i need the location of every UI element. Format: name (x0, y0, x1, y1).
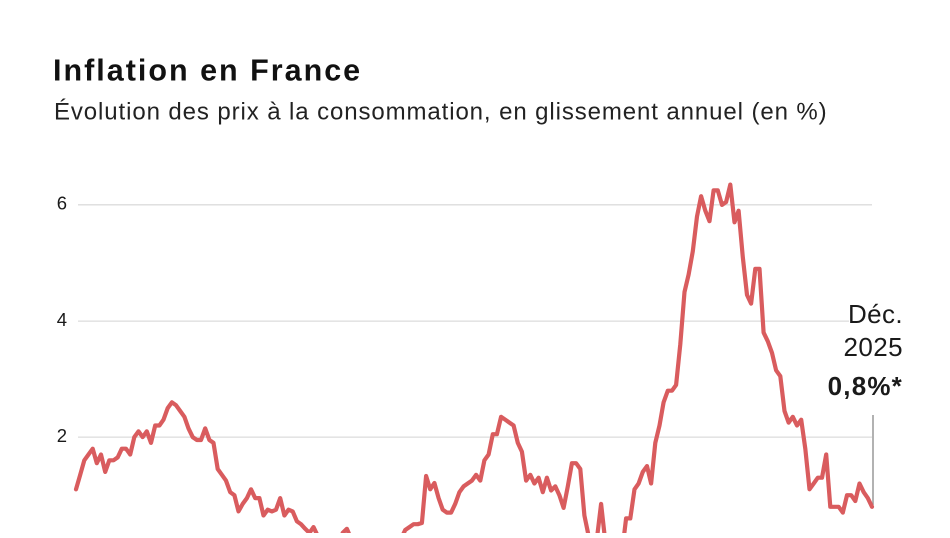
svg-text:Inflation en France: Inflation en France (53, 54, 362, 88)
svg-text:6: 6 (57, 193, 67, 214)
svg-text:Déc.: Déc. (848, 299, 903, 329)
svg-text:0,8%*: 0,8%* (828, 371, 903, 401)
svg-text:2025: 2025 (844, 332, 903, 362)
svg-text:Évolution des prix à la consom: Évolution des prix à la consommation, en… (54, 99, 828, 126)
svg-text:4: 4 (57, 309, 67, 330)
svg-text:2: 2 (57, 425, 67, 446)
